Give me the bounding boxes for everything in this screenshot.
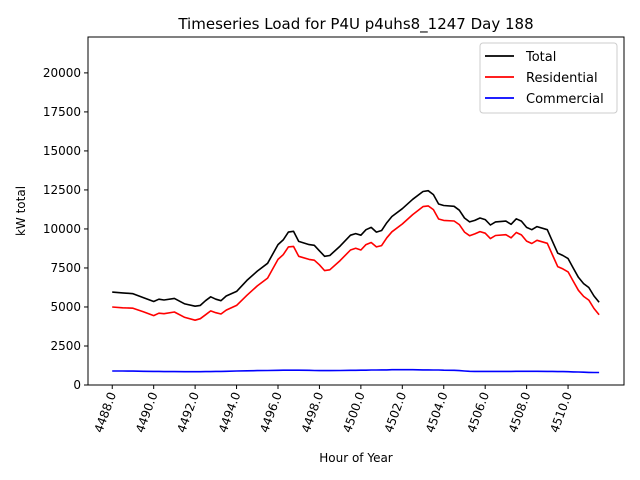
y-tick-label: 15000 [43, 144, 81, 158]
x-axis-label: Hour of Year [319, 451, 393, 465]
legend-label-commercial: Commercial [526, 92, 604, 107]
series-line-residential [112, 205, 600, 322]
y-tick-label: 12500 [43, 183, 81, 197]
y-tick-label: 2500 [50, 339, 81, 353]
y-tick-label: 17500 [43, 105, 81, 119]
axes-frame [87, 36, 625, 386]
legend-label-residential: Residential [526, 71, 598, 86]
plot-area [112, 189, 600, 374]
chart-title: Timeseries Load for P4U p4uhs8_1247 Day … [177, 15, 533, 34]
y-tick-label: 20000 [43, 66, 81, 80]
legend-label-total: Total [525, 50, 556, 65]
y-axis-label: kW total [14, 186, 28, 236]
y-tick-label: 0 [73, 378, 81, 392]
series-line-total [112, 189, 600, 308]
y-tick-label: 7500 [50, 261, 81, 275]
series-line-commercial [112, 368, 600, 374]
legend-box [479, 42, 618, 114]
y-tick-label: 5000 [50, 300, 81, 314]
y-tick-label: 10000 [43, 222, 81, 236]
legend: Total Residential Commercial [479, 42, 618, 114]
